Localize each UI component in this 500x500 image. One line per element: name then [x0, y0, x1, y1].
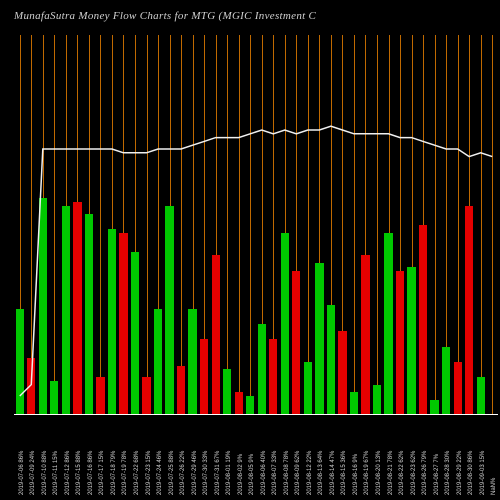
x-label: 2019-07-17 15%	[99, 451, 105, 495]
x-label: 2019-07-25 88%	[169, 451, 175, 495]
x-label: 2019-08-21 78%	[388, 451, 394, 495]
x-label: 2019-07-29 46%	[192, 451, 198, 495]
x-label: 2019-08-15 36%	[341, 451, 347, 495]
chart-title: MunafaSutra Money Flow Charts for MTG (M…	[14, 10, 316, 22]
x-label: 2019-07-30 33%	[203, 451, 209, 495]
x-label: 2019-08-29 22%	[457, 451, 463, 495]
x-label: 2019-08-28 30%	[445, 451, 451, 495]
x-label: 2019-08-26 79%	[422, 451, 428, 495]
x-label: 2019-07-24 46%	[157, 451, 163, 495]
x-label: 2019-07-31 67%	[215, 451, 221, 495]
x-label: NaN%	[491, 478, 497, 495]
x-label: 2019-07-09 24%	[30, 451, 36, 495]
x-label: 2019-08-22 62%	[399, 451, 405, 495]
x-label: 2019-08-07 33%	[272, 451, 278, 495]
x-label: 2019-09-03 15%	[480, 451, 486, 495]
x-label: 2019-07-19 78%	[122, 451, 128, 495]
trend-line	[14, 35, 498, 415]
x-label: 2019-08-30 86%	[468, 451, 474, 495]
x-label: 2019-08-02 9%	[238, 454, 244, 495]
x-label: 2019-07-15 88%	[76, 451, 82, 495]
x-label: 2019-08-16 9%	[353, 454, 359, 495]
x-label: 2019-08-08 78%	[284, 451, 290, 495]
x-labels: 2019-07-06 86% 2019-07-09 24% 2019-07-10 8…	[14, 418, 498, 498]
x-label: 2019-07-11 15%	[53, 451, 59, 495]
x-label: 2019-08-09 62%	[295, 451, 301, 495]
x-label: 2019-08-27 7%	[434, 454, 440, 495]
x-label: 2019-08-12 22%	[307, 451, 313, 495]
x-label: 2019-08-14 47%	[330, 451, 336, 495]
x-label: 2019-08-23 62%	[411, 451, 417, 495]
x-label: 2019-07-26 22%	[180, 451, 186, 495]
x-label: 2019-08-06 40%	[261, 451, 267, 495]
x-label: 2019-07-06 86%	[19, 451, 25, 495]
x-label: 2019-07-18 79%	[111, 451, 117, 495]
x-label: 2019-07-10 88%	[42, 451, 48, 495]
x-label: 2019-08-19 67%	[364, 451, 370, 495]
x-label: 2019-07-23 15%	[146, 451, 152, 495]
x-label: 2019-07-12 86%	[65, 451, 71, 495]
x-label: 2019-08-01 19%	[226, 451, 232, 495]
x-label: 2019-08-20 13%	[376, 451, 382, 495]
chart-area	[14, 35, 498, 415]
x-label: 2019-07-22 68%	[134, 451, 140, 495]
x-label: 2019-07-16 86%	[88, 451, 94, 495]
x-label: 2019-08-05 9%	[249, 454, 255, 495]
x-label: 2019-08-13 64%	[318, 451, 324, 495]
baseline	[14, 414, 498, 415]
